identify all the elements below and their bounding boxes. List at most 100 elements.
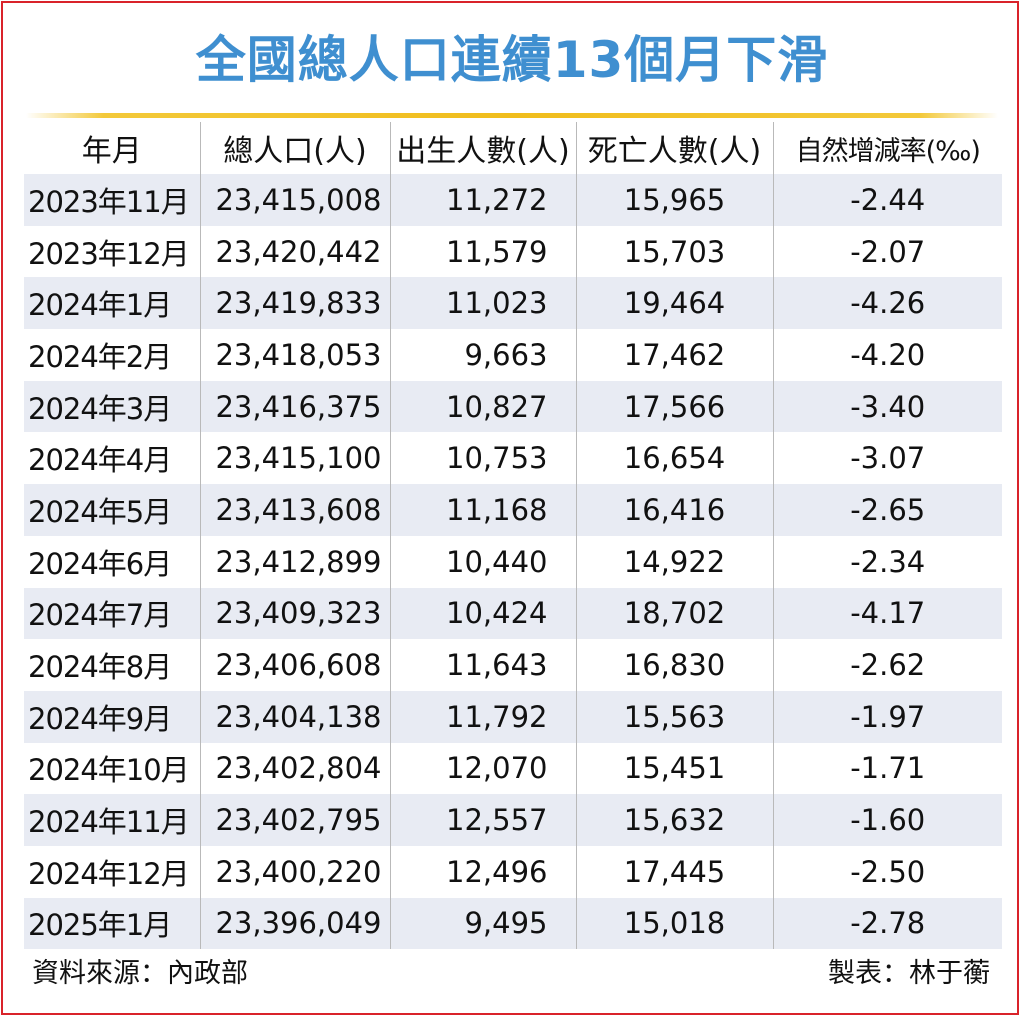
cell-month: 2024年5月: [24, 484, 200, 536]
table-row: 2024年11月 23,402,795 12,557 15,632 -1.60: [24, 794, 1002, 846]
table-row: 2024年8月 23,406,608 11,643 16,830 -2.62: [24, 639, 1002, 691]
cell-rate: -1.71: [772, 742, 1002, 795]
table-row: 2024年2月 23,418,053 9,663 17,462 -4.20: [24, 329, 1002, 381]
credit-note: 製表：林于蘅: [828, 958, 990, 989]
header-month: 年月: [81, 134, 142, 169]
cell-month: 2025年1月: [24, 897, 200, 950]
cell-population: 23,420,442: [199, 225, 390, 278]
cell-rate: -3.07: [772, 432, 1002, 485]
table-row: 2024年5月 23,413,608 11,168 16,416 -2.65: [24, 484, 1002, 536]
cell-population: 23,416,375: [199, 380, 390, 433]
source-note: 資料來源：內政部: [32, 958, 248, 989]
cell-deaths: 16,416: [575, 484, 773, 536]
table-row: 2025年1月 23,396,049 9,495 15,018 -2.78: [24, 897, 1002, 950]
cell-deaths: 15,563: [575, 690, 773, 743]
table-row: 2024年12月 23,400,220 12,496 17,445 -2.50: [24, 845, 1002, 898]
cell-deaths: 16,830: [575, 639, 773, 691]
cell-rate: -1.97: [772, 690, 1002, 743]
cell-population: 23,409,323: [199, 587, 390, 640]
cell-month: 2023年12月: [24, 225, 200, 278]
cell-deaths: 14,922: [575, 535, 773, 588]
table-row: 2024年9月 23,404,138 11,792 15,563 -1.97: [24, 690, 1002, 743]
cell-deaths: 17,566: [575, 380, 773, 433]
cell-month: 2023年11月: [24, 174, 200, 226]
title-divider: [26, 113, 998, 118]
cell-rate: -2.07: [772, 225, 1002, 278]
cell-births: 10,753: [389, 432, 576, 485]
cell-population: 23,413,608: [199, 484, 390, 536]
cell-births: 11,272: [389, 174, 576, 226]
cell-population: 23,412,899: [199, 535, 390, 588]
cell-deaths: 18,702: [575, 587, 773, 640]
cell-month: 2024年8月: [24, 639, 200, 691]
table-row: 2024年4月 23,415,100 10,753 16,654 -3.07: [24, 432, 1002, 485]
cell-month: 2024年11月: [24, 794, 200, 846]
cell-deaths: 17,462: [575, 329, 773, 381]
cell-deaths: 19,464: [575, 277, 773, 330]
cell-births: 11,579: [389, 225, 576, 278]
page-title: 全國總人口連續13個月下滑: [195, 31, 829, 89]
cell-births: 11,792: [389, 690, 576, 743]
population-table: 年月 總人口(人) 出生人數(人) 死亡人數(人) 自然增減率(‰) 2023年…: [24, 122, 1002, 950]
cell-population: 23,418,053: [199, 329, 390, 381]
header-population: 總人口(人): [199, 122, 390, 174]
cell-deaths: 15,703: [575, 225, 773, 278]
cell-rate: -2.44: [772, 174, 1002, 226]
cell-births: 11,643: [389, 639, 576, 691]
cell-deaths: 15,451: [575, 742, 773, 795]
cell-births: 11,023: [389, 277, 576, 330]
header-deaths: 死亡人數(人): [575, 122, 773, 174]
cell-births: 10,440: [389, 535, 576, 588]
cell-population: 23,396,049: [199, 897, 390, 950]
header-rate: 自然增減率(‰): [772, 122, 1002, 174]
cell-population: 23,402,804: [199, 742, 390, 795]
cell-population: 23,419,833: [199, 277, 390, 330]
header-births: 出生人數(人): [389, 122, 576, 174]
cell-rate: -1.60: [772, 794, 1002, 846]
cell-month: 2024年12月: [24, 845, 200, 898]
cell-population: 23,400,220: [199, 845, 390, 898]
cell-month: 2024年7月: [24, 587, 200, 640]
cell-rate: -4.26: [772, 277, 1002, 330]
table-row: 2024年7月 23,409,323 10,424 18,702 -4.17: [24, 587, 1002, 640]
cell-rate: -4.20: [772, 329, 1002, 381]
table-row: 2023年12月 23,420,442 11,579 15,703 -2.07: [24, 225, 1002, 278]
cell-births: 9,663: [389, 329, 576, 381]
cell-month: 2024年6月: [24, 535, 200, 588]
cell-births: 10,827: [389, 380, 576, 433]
table-row: 2024年1月 23,419,833 11,023 19,464 -4.26: [24, 277, 1002, 330]
cell-population: 23,415,100: [199, 432, 390, 485]
cell-month: 2024年1月: [24, 277, 200, 330]
cell-rate: -2.65: [772, 484, 1002, 536]
cell-rate: -2.34: [772, 535, 1002, 588]
cell-births: 10,424: [389, 587, 576, 640]
cell-month: 2024年2月: [24, 329, 200, 381]
cell-population: 23,402,795: [199, 794, 390, 846]
cell-month: 2024年3月: [24, 380, 200, 433]
cell-births: 12,496: [389, 845, 576, 898]
cell-deaths: 15,018: [575, 897, 773, 950]
cell-month: 2024年4月: [24, 432, 200, 485]
cell-deaths: 15,965: [575, 174, 773, 226]
table-row: 2024年3月 23,416,375 10,827 17,566 -3.40: [24, 380, 1002, 433]
table-row: 2024年10月 23,402,804 12,070 15,451 -1.71: [24, 742, 1002, 795]
cell-month: 2024年10月: [24, 742, 200, 795]
cell-rate: -2.62: [772, 639, 1002, 691]
cell-births: 9,495: [389, 897, 576, 950]
cell-deaths: 16,654: [575, 432, 773, 485]
cell-rate: -3.40: [772, 380, 1002, 433]
cell-births: 12,557: [389, 794, 576, 846]
cell-month: 2024年9月: [24, 690, 200, 743]
cell-rate: -4.17: [772, 587, 1002, 640]
table-row: 2023年11月 23,415,008 11,272 15,965 -2.44: [24, 174, 1002, 226]
cell-population: 23,404,138: [199, 690, 390, 743]
cell-population: 23,415,008: [199, 174, 390, 226]
cell-births: 11,168: [389, 484, 576, 536]
table-row: 2024年6月 23,412,899 10,440 14,922 -2.34: [24, 535, 1002, 588]
cell-deaths: 15,632: [575, 794, 773, 846]
cell-deaths: 17,445: [575, 845, 773, 898]
cell-rate: -2.50: [772, 845, 1002, 898]
cell-births: 12,070: [389, 742, 576, 795]
table-header-row: 年月 總人口(人) 出生人數(人) 死亡人數(人) 自然增減率(‰): [24, 122, 1002, 174]
cell-population: 23,406,608: [199, 639, 390, 691]
